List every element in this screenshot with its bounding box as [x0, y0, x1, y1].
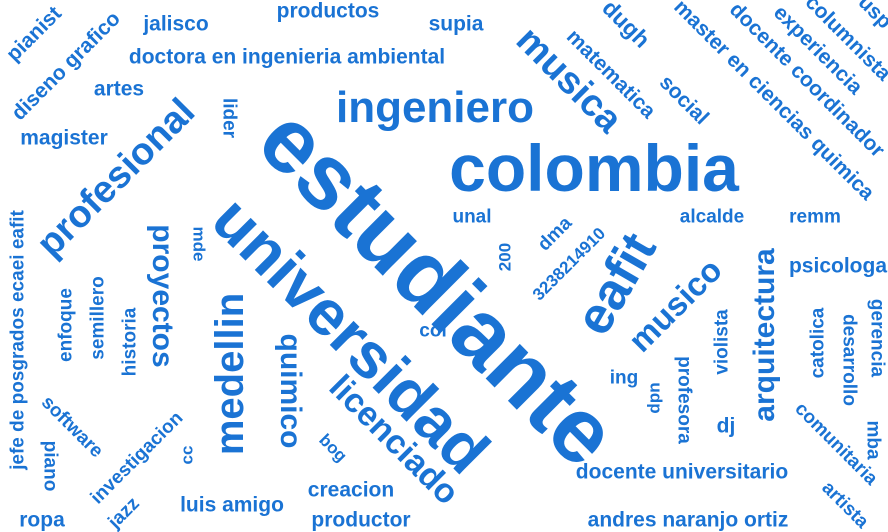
word-proyectos: proyectos — [146, 224, 179, 368]
word-ingeniero: ingeniero — [335, 83, 535, 132]
word-enfoque: enfoque — [55, 288, 77, 362]
word-ing: ing — [609, 367, 639, 389]
word-catolica: catolica — [807, 307, 829, 379]
word-remm: remm — [789, 206, 841, 228]
word-luis-amigo: luis amigo — [180, 493, 284, 517]
word-artes: artes — [93, 77, 145, 101]
word-usp: usp — [853, 0, 888, 34]
word-magister: magister — [20, 126, 108, 150]
word-dj: dj — [716, 414, 736, 438]
word-gerencia: gerencia — [866, 298, 888, 378]
word-semillero: semillero — [87, 276, 109, 360]
word-mba: mba — [862, 420, 884, 460]
word-udp: udp — [646, 382, 666, 414]
word-piano: piano — [39, 440, 61, 492]
word-creacion: creacion — [307, 478, 395, 502]
word-docente-universitario: docente universitario — [575, 460, 789, 484]
word-pianist: pianist — [1, 1, 67, 67]
word-200: 200 — [495, 242, 515, 272]
word-jalisco: jalisco — [143, 12, 209, 36]
word-productor: productor — [311, 508, 411, 532]
word-ropa: ropa — [19, 508, 65, 532]
word-quimico: quimico — [274, 333, 307, 449]
word-violista: violista — [711, 309, 733, 375]
word-desarrollo: desarrollo — [838, 314, 860, 406]
word-alcalde: alcalde — [679, 206, 745, 228]
word-productos: productos — [276, 0, 380, 23]
word-investigacion: investigacion — [86, 407, 188, 509]
word-cc: cc — [177, 445, 197, 465]
word-supia: supia — [428, 12, 484, 36]
word-dugh: dugh — [597, 0, 656, 53]
word-arquitectura: arquitectura — [748, 248, 781, 422]
word-andres-naranjo-ortiz: andres naranjo ortiz — [587, 508, 789, 532]
word-mde: mde — [189, 226, 209, 262]
word-jefe-posgrados: jefe de posgrados ecaei eafit — [7, 210, 29, 470]
word-social: social — [654, 70, 714, 130]
word-psicologa: psicologa — [788, 254, 888, 278]
word-doctora: doctora en ingenieria ambiental — [128, 45, 446, 69]
word-profesora: profesora — [673, 356, 695, 444]
word-lider: lider — [218, 97, 240, 139]
word-medellin: medellin — [208, 292, 252, 456]
word-historia: historia — [119, 307, 141, 377]
word-col: col — [419, 320, 447, 342]
word-colombia: colombia — [449, 131, 739, 205]
word-unal: unal — [452, 206, 492, 228]
word-jazz: jazz — [104, 493, 144, 532]
word-bog: bog — [315, 430, 351, 466]
